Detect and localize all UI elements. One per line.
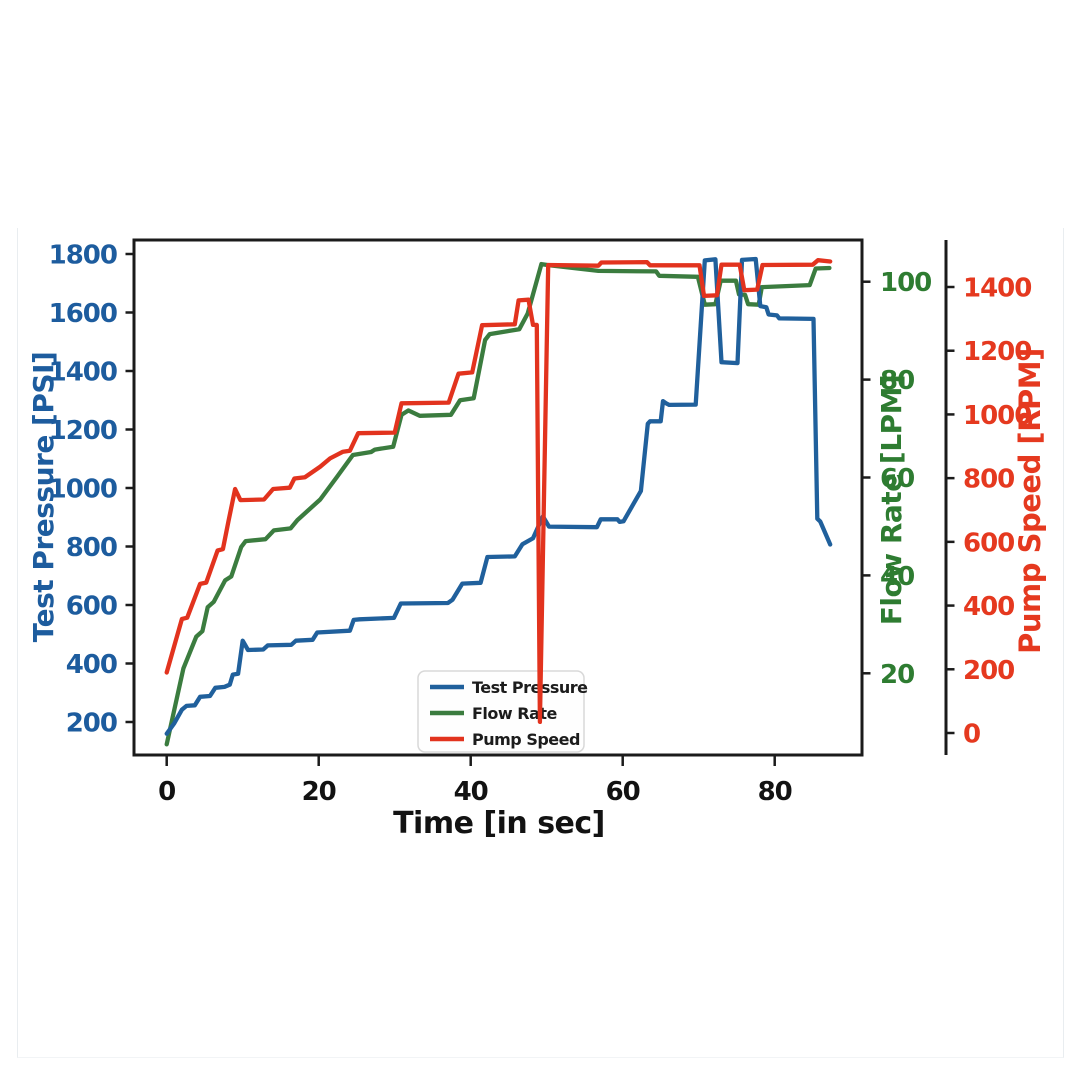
speed-tick-label: 400 [963, 592, 1014, 622]
x-tick-label: 40 [454, 777, 488, 807]
pressure-tick-label: 600 [66, 592, 117, 622]
image-frame [17, 228, 1064, 1058]
pressure-tick-label: 800 [66, 533, 117, 563]
flow-tick-label: 60 [880, 464, 914, 494]
pressure-tick-label: 1400 [49, 358, 117, 388]
flow-tick-label: 100 [880, 268, 931, 298]
pressure-tick-label: 1200 [49, 416, 117, 446]
pressure-tick-label: 1600 [49, 299, 117, 329]
series-line-pump-speed [164, 258, 833, 725]
speed-tick-label: 600 [963, 528, 1014, 558]
x-tick-label: 60 [606, 777, 640, 807]
flow-tick-label: 80 [880, 366, 914, 396]
series-line-test-pressure [164, 256, 833, 736]
speed-tick-label: 1200 [963, 337, 1031, 367]
speed-tick-label: 1000 [963, 401, 1031, 431]
flow-axis-title: Flow Rate [LPM] [875, 375, 908, 625]
legend-label-speed: Pump Speed [472, 730, 580, 749]
plot-content: 0 20 40 60 802004006008001000120014001600180… [49, 241, 1033, 808]
legend-label-flow: Flow Rate [472, 704, 558, 723]
x-tick-label: 0 [158, 777, 175, 807]
pressure-tick-label: 400 [66, 650, 117, 680]
plot-border [132, 238, 864, 757]
time-axis-title: Time [in sec] [393, 806, 605, 841]
speed-tick-label: 1400 [963, 274, 1031, 304]
flow-tick-label: 40 [880, 562, 914, 592]
x-tick-label: 80 [758, 777, 792, 807]
legend-label-pressure: Test Pressure [472, 678, 588, 697]
legend: Test Pressure Flow Rate Pump Speed [417, 670, 589, 753]
pressure-tick-label: 1800 [49, 241, 117, 271]
pressure-tick-label: 200 [66, 709, 117, 739]
series-line-flow-rate [164, 261, 832, 747]
speed-tick-label: 200 [963, 656, 1014, 686]
x-tick-label: 20 [302, 777, 336, 807]
pressure-tick-label: 1000 [49, 475, 117, 505]
speed-tick-label: 800 [963, 465, 1014, 495]
speed-tick-label: 0 [963, 720, 980, 750]
flow-tick-label: 20 [880, 660, 914, 690]
speed-axis-title: Pump Speed [RPM] [1013, 348, 1047, 654]
pressure-axis-title: Test Pressure [PSI] [27, 352, 60, 643]
